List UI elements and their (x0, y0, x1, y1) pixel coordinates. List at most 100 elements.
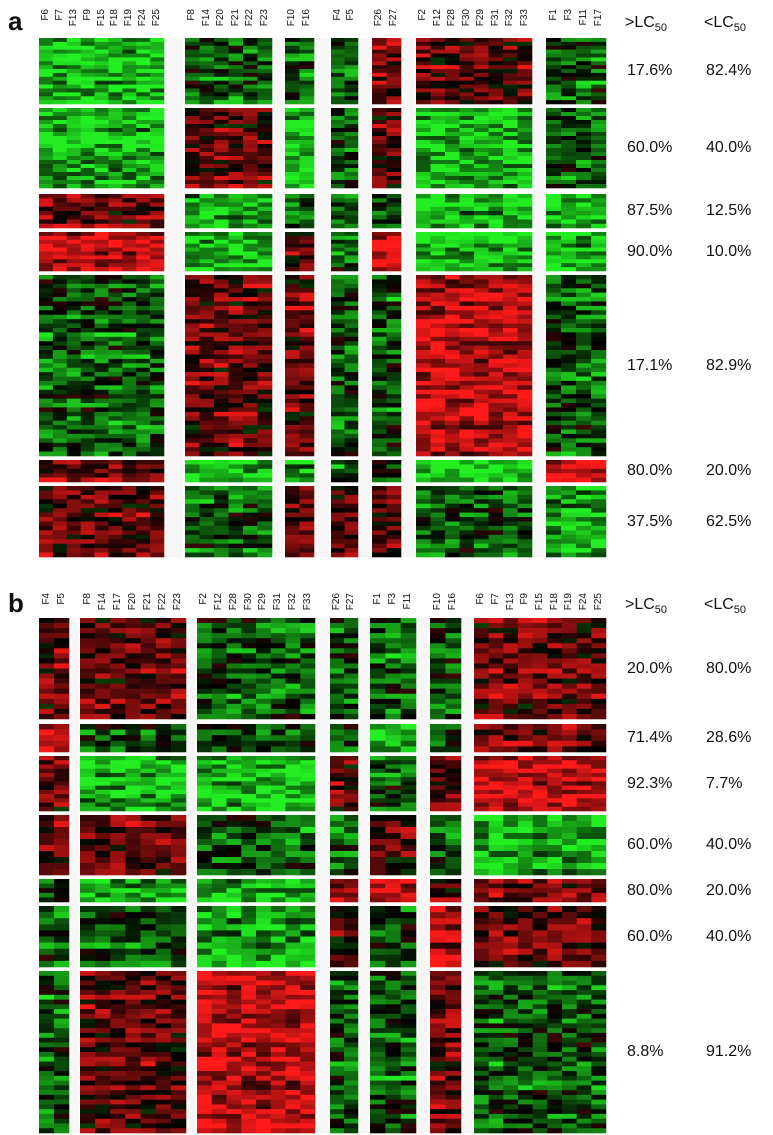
heatmap-cell (243, 323, 258, 329)
heatmap-cell (416, 327, 431, 333)
heatmap-cell (488, 543, 504, 549)
heatmap-cell (372, 345, 387, 351)
heatmap-cell (140, 851, 157, 858)
heatmap-cell (170, 980, 187, 986)
heatmap-cell (95, 954, 111, 962)
heatmap-cell (94, 380, 109, 386)
heatmap-cell (576, 385, 592, 391)
heatmap-cell (125, 1052, 141, 1058)
heatmap-cell (185, 433, 200, 439)
heatmap-cell (285, 543, 300, 549)
heatmap-cell (110, 658, 126, 664)
heatmap-cell (199, 275, 215, 280)
heatmap-cell (228, 194, 244, 199)
heatmap-cell (136, 425, 151, 430)
heatmap-cell (299, 372, 315, 377)
heatmap-cell (228, 367, 244, 373)
heatmap-cell (416, 486, 431, 491)
heatmap-cell (226, 768, 242, 774)
heatmap-cell (243, 140, 258, 145)
heatmap-cell (488, 358, 504, 364)
heatmap-cell (199, 132, 215, 137)
heatmap-cell (459, 552, 475, 558)
heatmap-cell (445, 49, 460, 54)
heatmap-cell (228, 76, 244, 81)
heatmap-cell (445, 69, 460, 74)
heatmap-cell (372, 263, 387, 268)
heatmap-cell (488, 176, 504, 181)
heatmap-cell (94, 65, 109, 70)
heatmap-cell (108, 442, 123, 448)
heatmap-cell (39, 41, 54, 47)
heatmap-cell (52, 168, 68, 173)
heatmap-cell (122, 144, 137, 149)
heatmap-cell (214, 416, 229, 421)
heatmap-cell (256, 623, 272, 629)
heatmap-cell (474, 53, 489, 58)
heatmap-cell (150, 164, 165, 169)
heatmap-cell (256, 724, 272, 730)
heatmap-cell (503, 494, 518, 500)
heatmap-cell (299, 512, 315, 518)
heatmap-cell (170, 845, 187, 852)
heatmap-cell (52, 442, 68, 448)
heatmap-cell (257, 76, 273, 81)
heatmap-cell (445, 72, 460, 78)
heatmap-cell (140, 648, 157, 654)
heatmap-cell (488, 202, 504, 208)
heatmap-cell (285, 376, 300, 382)
heatmap-cell (331, 499, 345, 505)
heatmap-cell (185, 512, 200, 518)
heatmap-cell (110, 1023, 126, 1029)
heatmap-cell (95, 1090, 111, 1096)
heatmap-cell (285, 729, 301, 736)
heatmap-cell (66, 219, 81, 225)
heatmap-cell (546, 84, 562, 89)
heatmap-cell (228, 239, 244, 244)
heatmap-cell (416, 416, 431, 421)
heatmap-cell (95, 980, 111, 986)
heatmap-cell (80, 247, 95, 252)
heatmap-cell (331, 120, 345, 125)
heatmap-cell (430, 239, 446, 244)
heatmap-cell (95, 683, 111, 689)
heatmap-cell (344, 132, 359, 137)
heatmap-cell (430, 464, 446, 470)
heatmap-cell (122, 136, 137, 141)
heatmap-cell (140, 1028, 157, 1034)
heatmap-cell (474, 297, 489, 302)
heatmap-cell (474, 376, 489, 382)
heatmap-cell (95, 643, 111, 649)
heatmap-cell (52, 512, 68, 518)
heatmap-cell (52, 490, 68, 496)
heatmap-cell (503, 160, 518, 165)
heatmap-cell (95, 703, 111, 710)
heatmap-cell (80, 543, 95, 549)
heatmap-cell (546, 310, 562, 316)
heatmap-cell (125, 785, 141, 791)
heatmap-cell (211, 735, 227, 742)
heatmap-cell (140, 698, 157, 705)
heatmap-cell (488, 128, 504, 133)
heatmap-cell (331, 385, 345, 391)
heatmap-cell (52, 219, 68, 225)
heatmap-cell (122, 168, 137, 173)
heatmap-cell (243, 416, 258, 421)
heatmap-cell (285, 112, 300, 117)
heatmap-cell (155, 764, 172, 769)
heatmap-cell (214, 45, 229, 50)
heatmap-cell (110, 1109, 126, 1115)
heatmap-cell (228, 314, 244, 320)
heatmap-cell (66, 156, 81, 161)
heatmap-cell (39, 385, 54, 391)
heatmap-cell (140, 1018, 157, 1024)
heatmap-cell (197, 768, 213, 774)
heatmap-cell (39, 1004, 55, 1010)
heatmap-cell (299, 398, 315, 404)
heatmap-cell (52, 112, 68, 117)
heatmap-cell (241, 713, 257, 720)
heatmap-cell (459, 394, 475, 399)
heatmap-cell (372, 543, 387, 549)
heatmap-cell (576, 72, 592, 78)
heatmap-cell (430, 148, 446, 153)
